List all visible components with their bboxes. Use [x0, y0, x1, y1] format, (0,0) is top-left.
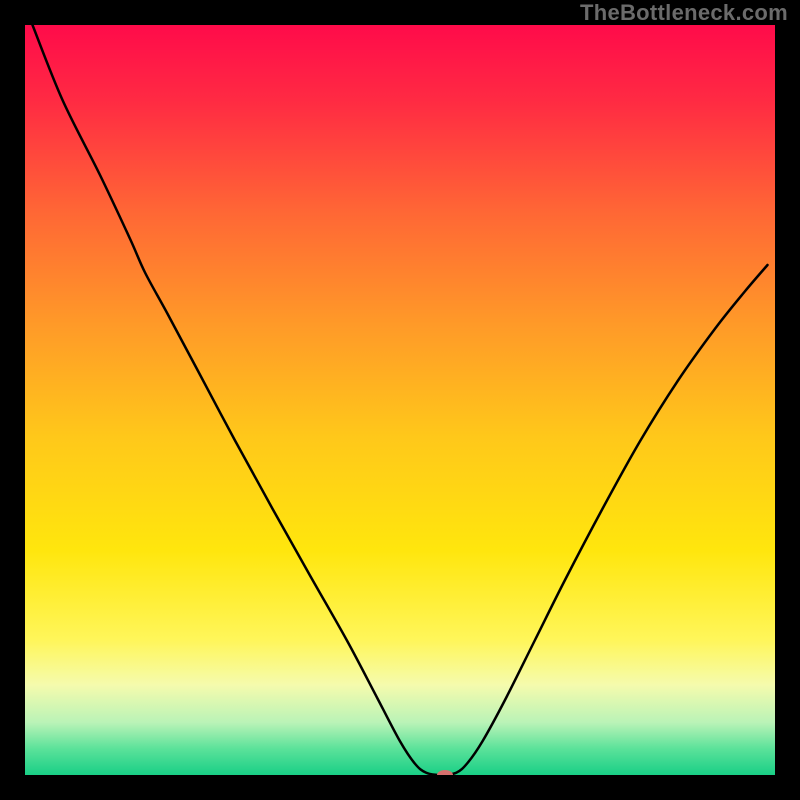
bottleneck-chart — [25, 25, 775, 775]
chart-frame: TheBottleneck.com — [0, 0, 800, 800]
gradient-background — [25, 25, 775, 775]
attribution-text: TheBottleneck.com — [580, 0, 788, 26]
